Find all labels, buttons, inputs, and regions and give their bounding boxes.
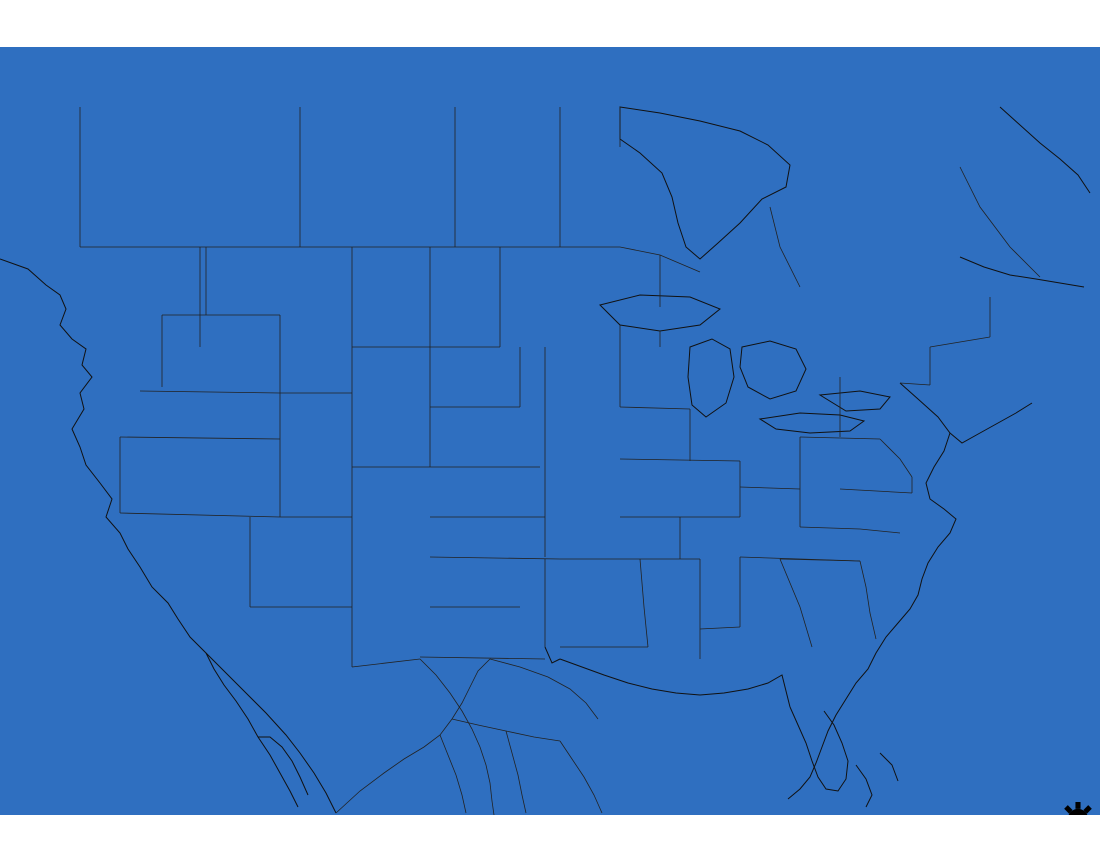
map-header	[0, 0, 1100, 47]
gear-icon	[1061, 793, 1095, 815]
map-boundaries-overlay	[0, 47, 1100, 815]
coastlines-and-borders	[0, 107, 1090, 815]
colorbar-gradient	[12, 835, 1088, 849]
watermark-brand	[1062, 787, 1094, 815]
colorbar[interactable]	[0, 815, 1100, 850]
colorbar-tick-labels	[0, 815, 1100, 835]
temperature-map[interactable]	[0, 47, 1100, 815]
